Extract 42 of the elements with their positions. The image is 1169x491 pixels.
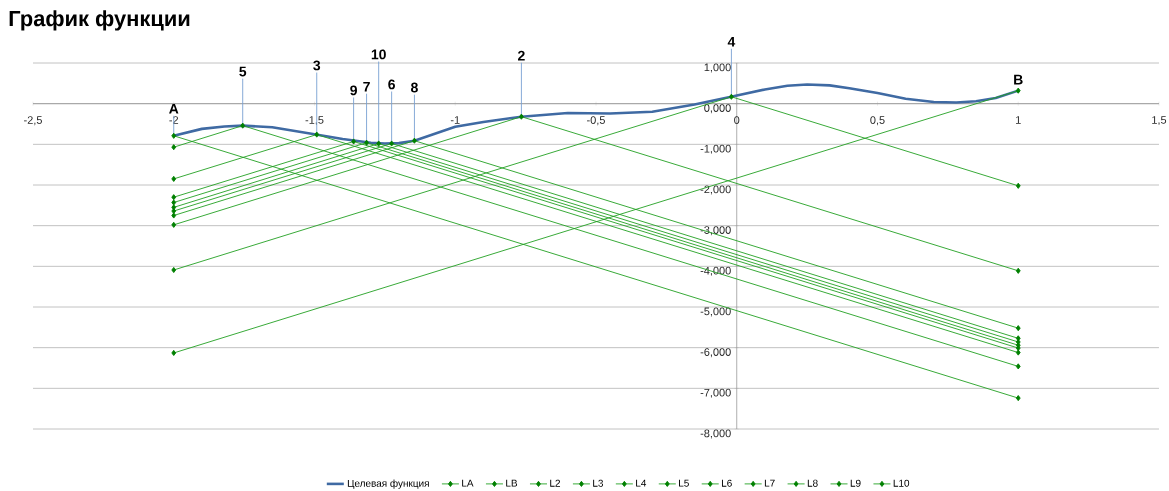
legend-label: L6	[721, 479, 732, 487]
annotation: 6	[388, 79, 395, 90]
annotation: A	[169, 104, 179, 114]
annotation: 5	[239, 66, 247, 77]
x-tick-label: -2,5	[24, 116, 42, 126]
chart-title: График функции	[9, 10, 190, 31]
legend-label: L10	[893, 479, 910, 487]
annotation: 8	[410, 82, 418, 93]
x-tick-label: 1,5	[1152, 116, 1167, 126]
legend-label: L5	[679, 479, 689, 487]
y-tick-label: -3,000	[700, 226, 731, 236]
annotation: 9	[350, 85, 357, 96]
x-tick-label: -1,5	[305, 116, 324, 126]
legend-label: L9	[850, 479, 861, 487]
y-tick-label: -5,000	[700, 307, 731, 317]
legend-label: LB	[506, 479, 518, 487]
x-tick-label: 1	[1016, 116, 1021, 124]
legend-label: LA	[462, 479, 474, 487]
y-tick-label: -6,000	[700, 348, 731, 358]
x-tick-label: -0,5	[587, 116, 605, 126]
x-tick-label: 0,5	[870, 116, 885, 126]
y-tick-label: -8,000	[700, 429, 731, 439]
y-tick-label: -7,000	[700, 388, 731, 398]
legend-label: L8	[807, 479, 818, 487]
legend-label: L2	[550, 479, 561, 487]
legend-label: L4	[636, 479, 647, 487]
y-tick-label: 0,000	[704, 104, 731, 114]
legend-label: Целевая функция	[347, 479, 429, 489]
legend-label: L3	[593, 479, 604, 487]
annotation: 10	[371, 49, 386, 60]
annotation: 4	[727, 36, 736, 47]
y-tick-label: 1,000	[704, 63, 731, 73]
x-tick-label: -1	[450, 116, 460, 124]
y-tick-label: -1,000	[700, 144, 731, 154]
y-tick-label: -2,000	[700, 185, 731, 195]
x-tick-label: -2	[169, 116, 179, 124]
annotation: 2	[518, 50, 525, 61]
annotation: 7	[363, 81, 370, 92]
x-tick-label: 0	[734, 116, 740, 124]
annotation: 3	[313, 60, 321, 71]
annotation: B	[1014, 74, 1023, 85]
legend-label: L7	[764, 479, 775, 487]
